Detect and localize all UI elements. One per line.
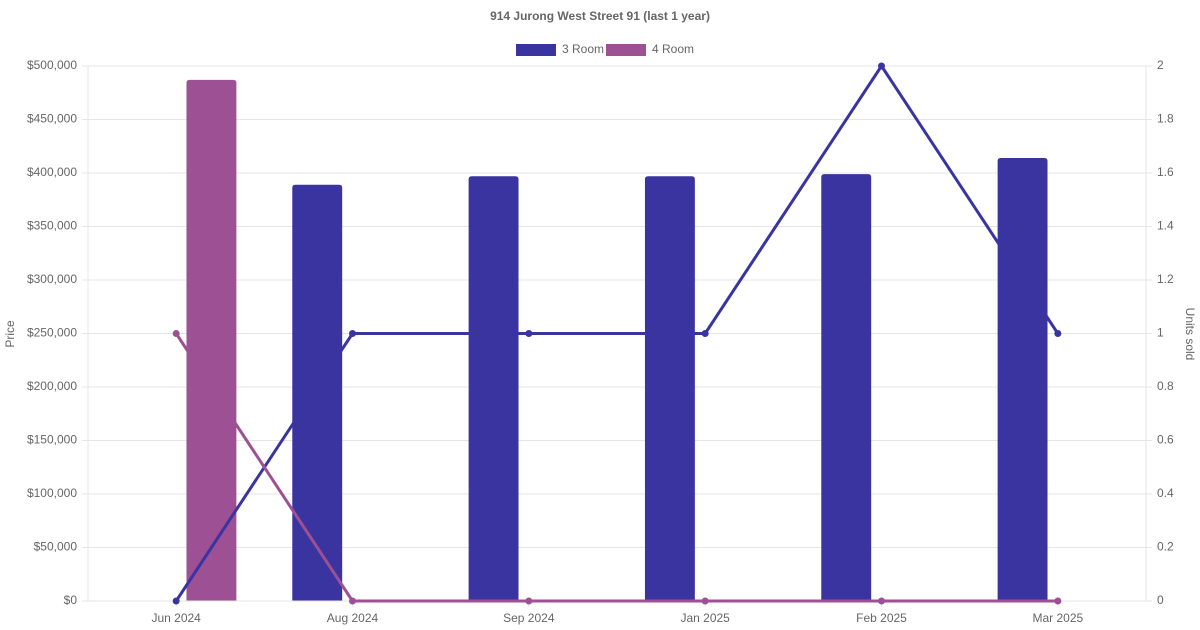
units-point bbox=[172, 330, 180, 337]
units-point bbox=[701, 330, 709, 337]
y-tick-label: $50,000 bbox=[34, 540, 78, 554]
bar bbox=[644, 176, 695, 601]
x-tick-label: Sep 2024 bbox=[503, 611, 555, 625]
bar bbox=[292, 184, 343, 601]
x-tick-label: Aug 2024 bbox=[327, 611, 379, 625]
y-tick-label: $450,000 bbox=[27, 112, 77, 126]
units-point bbox=[172, 597, 180, 605]
legend-swatch bbox=[516, 44, 556, 56]
units-line bbox=[174, 63, 1060, 602]
y2-tick-label: 1.4 bbox=[1157, 219, 1174, 233]
units-point bbox=[349, 597, 356, 605]
units-point bbox=[878, 62, 885, 70]
y-tick-label: $400,000 bbox=[27, 165, 77, 179]
y-tick-label: $200,000 bbox=[27, 379, 77, 393]
y2-tick-label: 0.6 bbox=[1157, 433, 1174, 447]
y-tick-label: $150,000 bbox=[27, 433, 77, 447]
y-tick-label: $300,000 bbox=[27, 272, 77, 286]
units-point bbox=[525, 597, 533, 605]
units-point bbox=[1054, 330, 1062, 337]
y2-tick-label: 2 bbox=[1157, 58, 1164, 72]
y2-tick-label: 1.2 bbox=[1157, 272, 1174, 286]
x-tick-label: Jan 2025 bbox=[680, 611, 730, 625]
y2-tick-label: 0.4 bbox=[1157, 486, 1174, 500]
y2-tick-label: 0 bbox=[1157, 593, 1164, 607]
units-point bbox=[878, 597, 885, 605]
y2-tick-label: 0.2 bbox=[1157, 540, 1174, 554]
units-point bbox=[1054, 597, 1062, 605]
y-axis-title: Price bbox=[3, 320, 17, 348]
bar bbox=[997, 158, 1048, 601]
units-point bbox=[349, 330, 356, 337]
y-tick-label: $500,000 bbox=[27, 58, 77, 72]
y-tick-label: $100,000 bbox=[27, 486, 77, 500]
bar bbox=[468, 176, 519, 601]
y2-tick-label: 0.8 bbox=[1157, 379, 1174, 393]
y2-tick-label: 1.6 bbox=[1157, 165, 1174, 179]
legend-label: 3 Room bbox=[562, 42, 604, 56]
y-tick-label: $250,000 bbox=[27, 326, 77, 340]
x-tick-label: Jun 2024 bbox=[151, 611, 201, 625]
bar bbox=[821, 174, 872, 601]
units-point bbox=[701, 597, 709, 605]
y-tick-label: $350,000 bbox=[27, 219, 77, 233]
units-point bbox=[525, 330, 533, 337]
x-tick-label: Feb 2025 bbox=[856, 611, 907, 625]
legend-label: 4 Room bbox=[652, 42, 694, 56]
x-tick-label: Mar 2025 bbox=[1032, 611, 1083, 625]
chart-title: 914 Jurong West Street 91 (last 1 year) bbox=[490, 9, 710, 23]
units-line bbox=[174, 332, 1058, 603]
y2-axis-title: Units sold bbox=[1183, 308, 1197, 361]
legend-swatch bbox=[606, 44, 646, 56]
y2-tick-label: 1.8 bbox=[1157, 112, 1174, 126]
y2-tick-label: 1 bbox=[1157, 326, 1164, 340]
y-tick-label: $0 bbox=[64, 593, 78, 607]
bar bbox=[186, 79, 237, 601]
